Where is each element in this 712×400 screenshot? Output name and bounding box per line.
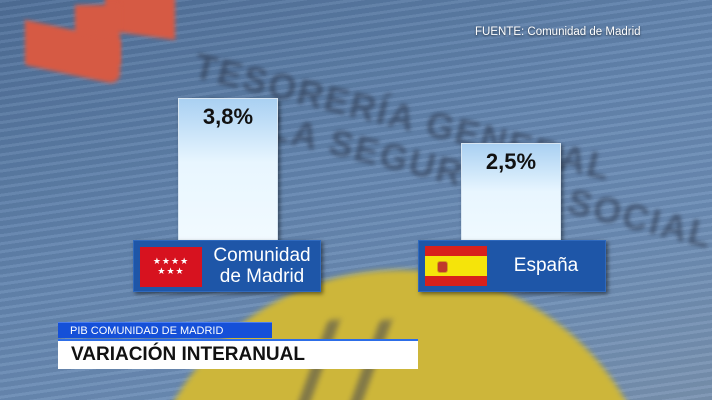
bar-value-label: 2,5% bbox=[485, 149, 537, 174]
source-caption: FUENTE: Comunidad de Madrid bbox=[475, 26, 641, 38]
label-line-2: de Madrid bbox=[219, 266, 305, 287]
label-text: España bbox=[513, 255, 579, 276]
label-madrid: ★★★★ ★★★ Comunidad de Madrid bbox=[133, 240, 321, 292]
spain-flag-icon bbox=[425, 246, 487, 286]
madrid-flag-icon: ★★★★ ★★★ bbox=[140, 247, 202, 287]
label-spain: España bbox=[418, 240, 606, 292]
stars-icon: ★★★★ ★★★ bbox=[152, 256, 190, 276]
bar-value-label: 3,8% bbox=[202, 104, 254, 129]
label-line-1: Comunidad bbox=[213, 245, 311, 266]
lower-third-title: VARIACIÓN INTERANUAL bbox=[58, 339, 418, 369]
lower-third-tag: PIB COMUNIDAD DE MADRID bbox=[58, 322, 272, 338]
coat-of-arms-icon bbox=[437, 261, 448, 273]
label-text: Comunidad de Madrid bbox=[206, 245, 318, 287]
